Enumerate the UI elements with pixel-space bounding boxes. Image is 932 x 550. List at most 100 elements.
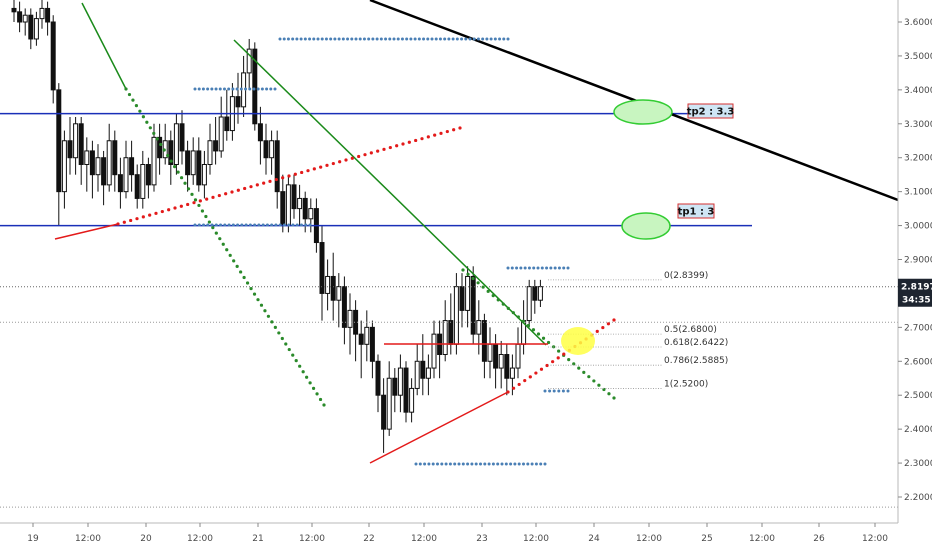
dot (506, 390, 510, 394)
target-label-box (687, 103, 734, 119)
dot (159, 142, 163, 147)
dot (253, 223, 257, 227)
dot (496, 462, 500, 466)
dot (466, 462, 470, 466)
candle-body-up (308, 208, 314, 220)
dot (320, 37, 324, 41)
dot (186, 187, 191, 191)
dot (530, 462, 534, 466)
dot (166, 153, 170, 158)
candle (179, 110, 185, 165)
dot (545, 266, 549, 270)
dot (160, 209, 164, 214)
dot (270, 320, 274, 324)
y-tick-label: 3.3000 (904, 120, 932, 130)
dot (127, 92, 132, 97)
dot (439, 131, 443, 135)
candle-body-up (498, 354, 504, 369)
candle (386, 361, 392, 436)
candle (84, 137, 90, 192)
dot (526, 462, 530, 466)
candle-body-down (280, 191, 286, 227)
x-tick-label: 23 (476, 534, 487, 544)
dot (557, 389, 561, 393)
candle-body-down (112, 140, 118, 176)
candle (56, 83, 62, 226)
candle-body-up (431, 333, 437, 369)
y-tick-label: 3.4000 (904, 86, 932, 96)
candle (526, 279, 532, 328)
dot (218, 237, 222, 241)
dot (426, 135, 430, 139)
x-tick-label: 20 (140, 534, 152, 544)
candle-body-down (196, 150, 202, 186)
dot (236, 223, 240, 227)
candle-body-down (101, 157, 107, 186)
dot (173, 206, 177, 210)
dot (214, 87, 218, 91)
dot (206, 87, 210, 91)
candle-body-down (274, 140, 280, 193)
candle-body-up (190, 150, 196, 176)
candle (358, 320, 364, 379)
dot (259, 303, 264, 307)
candle-body-down (341, 286, 347, 328)
fib-level-label: 0(2.8399) (664, 271, 708, 281)
candle (101, 150, 107, 206)
candle-body-up (22, 14, 28, 23)
green-dotted-projection (124, 87, 326, 407)
dot (536, 332, 541, 336)
dot (244, 223, 248, 227)
dot (388, 145, 392, 150)
dot (287, 347, 291, 352)
y-tick-label: 2.6000 (904, 357, 932, 367)
y-tick-label: 2.2000 (904, 493, 932, 503)
dot (395, 144, 399, 148)
dot (557, 349, 561, 353)
dot (350, 156, 354, 160)
candle (319, 225, 325, 321)
candle (95, 144, 101, 192)
candle (140, 150, 146, 209)
dot (305, 375, 309, 379)
candle (246, 38, 252, 90)
dot (204, 214, 208, 219)
dot (341, 37, 345, 41)
dot (273, 87, 277, 91)
dot (211, 195, 215, 199)
x-tick-label: 25 (701, 534, 712, 544)
candle-body-up (151, 136, 157, 186)
x-tick-label: 26 (813, 534, 825, 544)
dot (197, 223, 201, 227)
dot (210, 87, 214, 91)
dot (597, 383, 601, 387)
dot (131, 98, 135, 102)
dot (552, 389, 556, 393)
candle (11, 0, 17, 22)
dot (122, 220, 126, 224)
candle-body-up (207, 140, 213, 165)
dot (502, 37, 506, 41)
dot (280, 336, 284, 341)
dot (270, 223, 274, 227)
candle (235, 72, 241, 124)
dot (376, 149, 380, 153)
blue-dots-top (278, 37, 510, 41)
candle-countdown: 34:35 (902, 296, 931, 306)
candle-body-down (493, 343, 499, 369)
dot (301, 370, 305, 374)
dot (511, 386, 516, 390)
dot (418, 462, 422, 466)
dot (519, 266, 523, 270)
dot (193, 87, 197, 91)
candle (431, 320, 437, 379)
dot (413, 37, 417, 41)
dot (312, 167, 316, 171)
dot (224, 192, 228, 196)
candle-body-down (420, 360, 426, 379)
dot (553, 266, 557, 270)
candle (269, 130, 275, 175)
